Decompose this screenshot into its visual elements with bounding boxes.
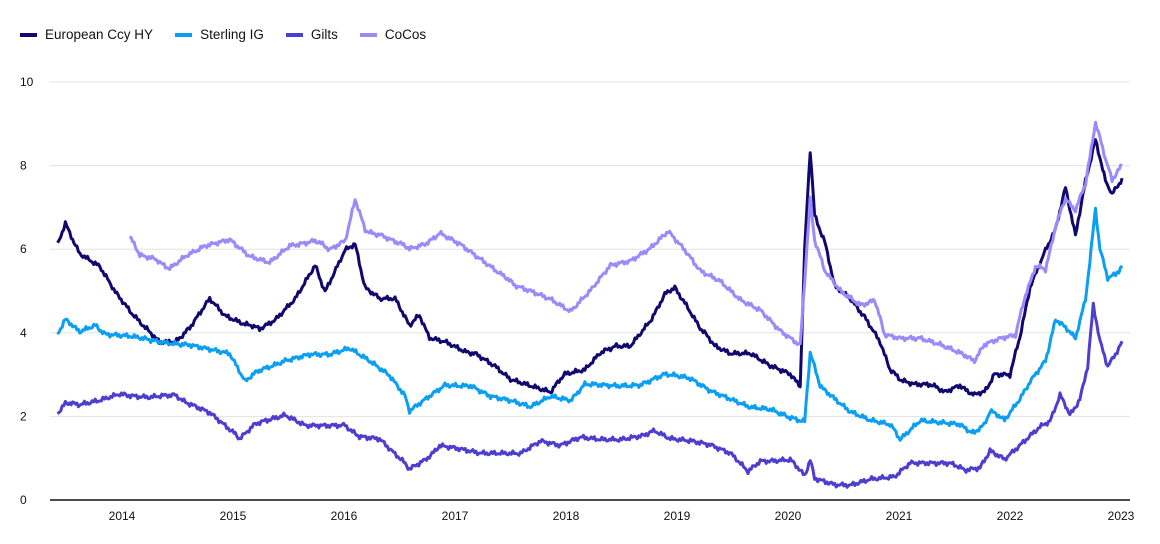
x-tick-label: 2022 <box>997 509 1024 523</box>
legend-item-european-ccy-hy[interactable]: European Ccy HY <box>20 27 153 42</box>
x-tick-label: 2021 <box>886 509 913 523</box>
series-line-gilts <box>56 301 1124 489</box>
series-line-sterling-ig <box>56 206 1124 442</box>
x-tick-label: 2017 <box>442 509 469 523</box>
x-tick-label: 2015 <box>220 509 247 523</box>
x-axis: 2014 2015 2016 2017 2018 2019 2020 2021 2022 2023 <box>109 509 1135 523</box>
y-tick-label: 4 <box>20 326 27 340</box>
x-tick-label: 2023 <box>1108 509 1135 523</box>
legend-label: European Ccy HY <box>45 27 154 42</box>
y-tick-label: 0 <box>20 493 27 507</box>
y-axis: 0 2 4 6 8 10 <box>20 75 34 507</box>
x-tick-label: 2014 <box>109 509 136 523</box>
legend-item-sterling-ig[interactable]: Sterling IG <box>175 27 264 42</box>
legend-item-cocos[interactable]: CoCos <box>359 27 427 42</box>
legend-item-gilts[interactable]: Gilts <box>285 27 338 42</box>
gridlines <box>50 81 1130 417</box>
y-tick-label: 6 <box>20 242 27 256</box>
x-tick-label: 2018 <box>553 509 580 523</box>
y-tick-label: 2 <box>20 409 27 423</box>
legend-label: Sterling IG <box>200 27 264 42</box>
x-tick-label: 2019 <box>664 509 691 523</box>
y-tick-label: 8 <box>20 159 27 173</box>
legend-swatch <box>359 32 377 37</box>
chart-legend: European Ccy HY Sterling IG Gilts CoCos <box>20 27 426 42</box>
series-line-european-ccy-hy <box>56 138 1124 397</box>
legend-swatch <box>175 32 193 37</box>
legend-swatch <box>20 32 37 37</box>
x-tick-label: 2020 <box>775 509 802 523</box>
legend-label: Gilts <box>310 27 338 42</box>
series-lines <box>56 120 1124 489</box>
legend-label: CoCos <box>384 27 427 42</box>
legend-swatch <box>285 32 303 37</box>
y-tick-label: 10 <box>20 75 34 89</box>
x-tick-label: 2016 <box>331 509 358 523</box>
series-line-cocos <box>128 120 1123 365</box>
